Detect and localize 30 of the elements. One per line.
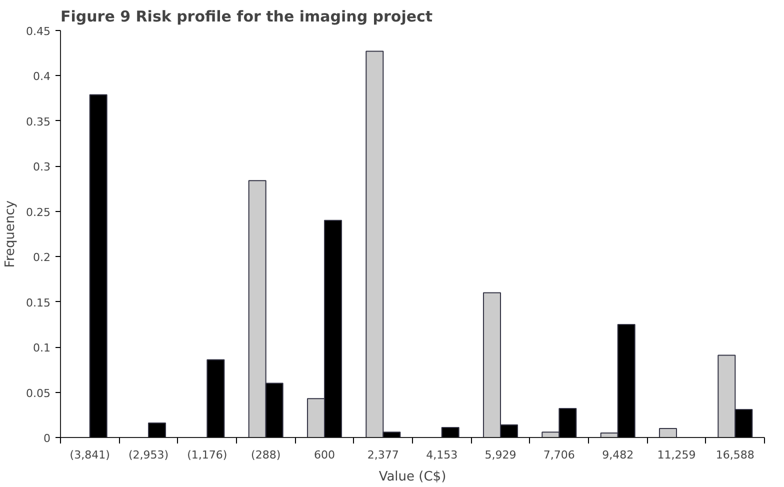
x-tick-label: (1,176) [187,448,228,462]
x-tick-label: 7,706 [543,448,575,462]
x-tick-label: 11,259 [657,448,696,462]
bar [89,94,108,438]
y-tick-label: 0.35 [26,115,51,128]
bar [148,422,166,438]
y-tick-label: 0.3 [33,160,51,174]
x-tick-label: 9,482 [602,448,634,462]
y-tick-label: 0.15 [26,296,51,310]
x-tick-label: 16,588 [716,448,754,462]
y-tick-label: 0.1 [33,342,51,355]
x-tick-label: 2,377 [367,448,399,462]
bar [441,427,460,438]
x-tick-label: 600 [314,448,335,462]
y-tick-label: 0.45 [26,25,51,38]
x-tick-label: 4,153 [426,448,458,462]
y-axis-title: Frequency [3,200,18,268]
x-tick-label: (3,841) [70,448,110,462]
bar [658,428,677,438]
chart-title: Figure 9 Risk profile for the imaging project [60,8,433,26]
x-tick-label: (288) [251,448,281,462]
y-tick-label: 0 [44,432,50,445]
y-tick-label: 0.4 [33,70,51,84]
x-tick-label: 5,929 [484,448,516,462]
y-tick-label: 0.2 [33,251,51,264]
y-tick-label: 0.05 [26,386,51,400]
x-axis-title: Value (C$) [378,470,446,484]
bar [206,359,225,438]
y-tick-label: 0.25 [26,206,51,219]
x-tick-label: (2,953) [128,448,169,462]
